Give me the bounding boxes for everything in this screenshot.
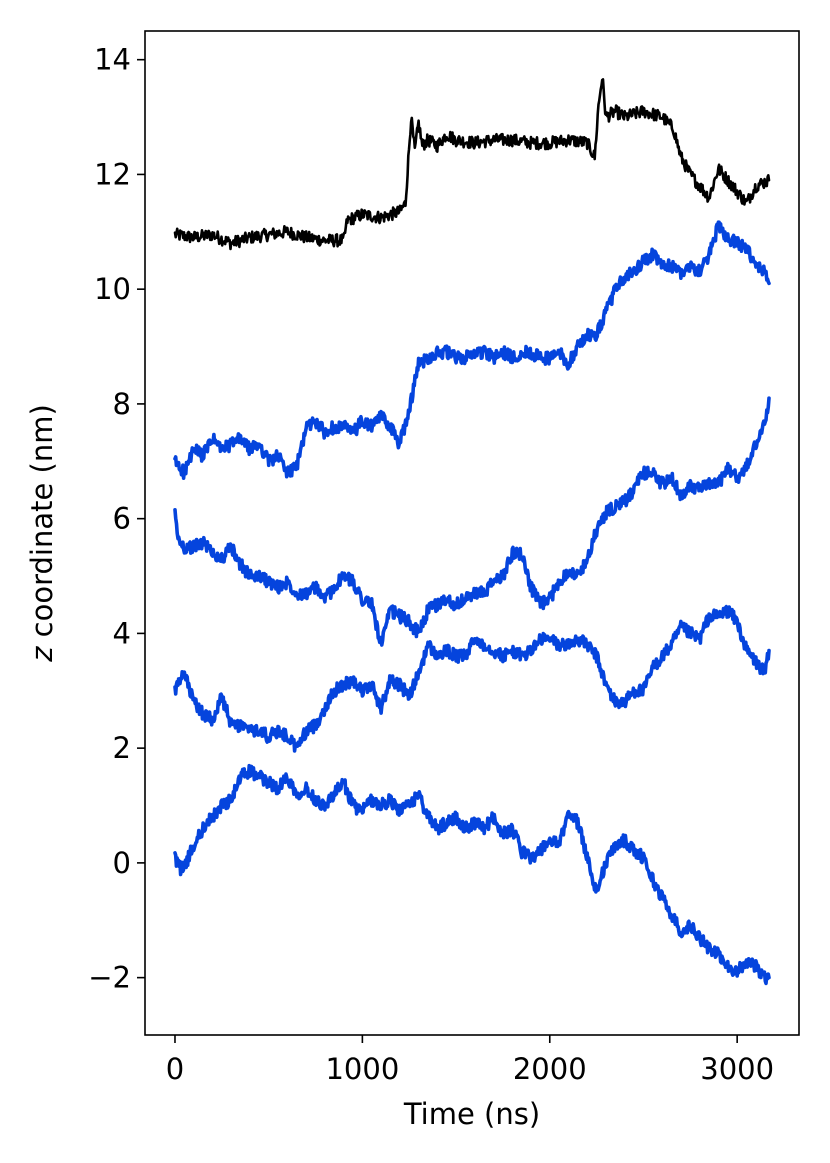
y-tick-label: 0 (113, 846, 131, 880)
series-line-5 (173, 763, 771, 986)
y-tick-label: 12 (94, 157, 131, 191)
x-axis-ticks: 0 1000 2000 3000 (166, 1035, 774, 1086)
y-tick-label: 2 (113, 731, 131, 765)
y-axis-title: z coordinate (nm) (25, 404, 59, 663)
y-axis-title-text: coordinate (nm) (25, 404, 59, 646)
y-tick-label: 6 (113, 502, 131, 536)
x-axis-title: Time (ns) (403, 1097, 540, 1131)
x-tick-label: 1000 (325, 1052, 399, 1086)
x-tick-label: 3000 (700, 1052, 774, 1086)
y-tick-label: 4 (113, 616, 131, 650)
x-tick-label: 0 (166, 1052, 184, 1086)
y-tick-label: 14 (94, 43, 131, 77)
x-tick-label: 2000 (513, 1052, 587, 1086)
series-line-3 (173, 396, 771, 647)
plot-frame (144, 30, 800, 1036)
y-axis-ticks: −2 0 2 4 6 8 10 12 14 (88, 43, 145, 995)
series-line-4 (173, 604, 771, 753)
series-line-1 (173, 78, 771, 251)
series-line-2 (173, 220, 771, 480)
y-axis-title-variable: z (25, 646, 59, 663)
y-tick-label: 10 (94, 272, 131, 306)
series-layer (173, 78, 771, 986)
y-tick-label: 8 (113, 387, 131, 421)
y-tick-label: −2 (88, 961, 131, 995)
